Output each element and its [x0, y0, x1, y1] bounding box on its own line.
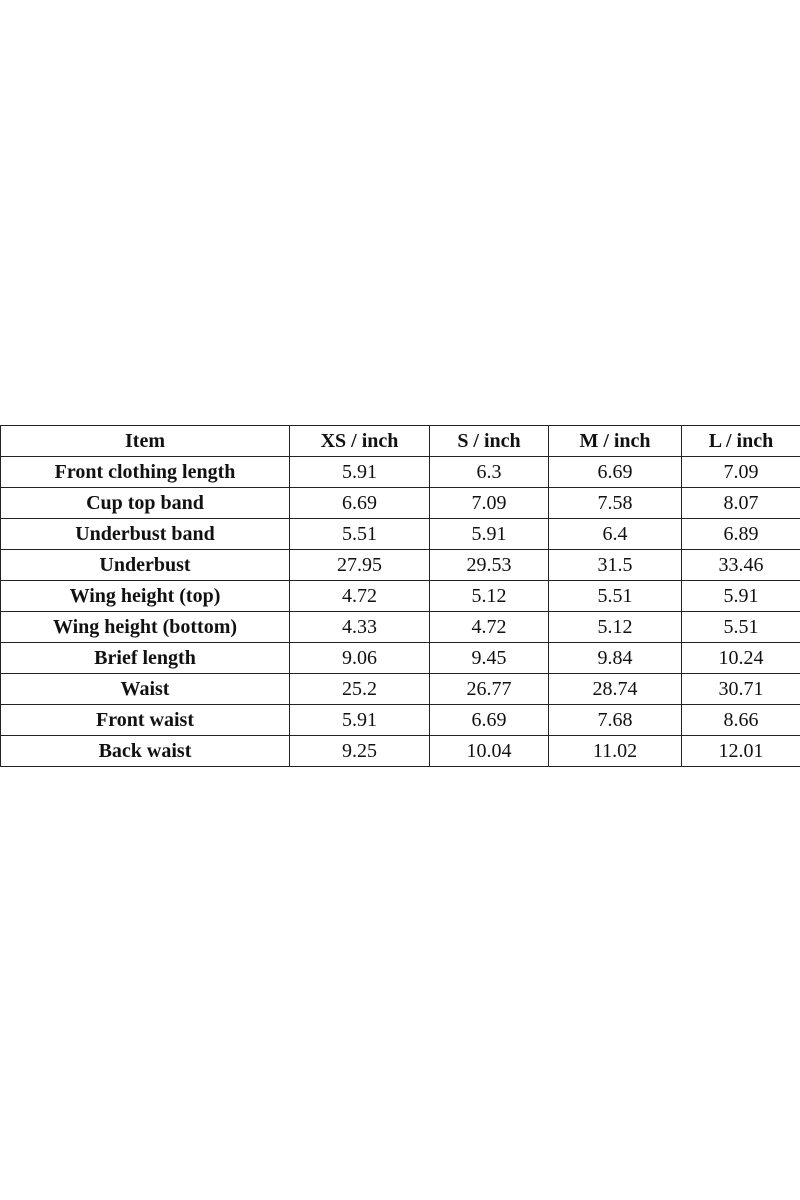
measurement-cell: 6.69: [429, 704, 549, 736]
measurement-cell: 4.72: [289, 580, 430, 612]
table-row: Underbust band 5.51 5.91 6.4 6.89: [0, 518, 800, 550]
measurement-cell: 8.07: [681, 487, 800, 519]
measurement-cell: 7.09: [681, 456, 800, 488]
measurement-cell: 30.71: [681, 673, 800, 705]
measurement-cell: 6.3: [429, 456, 549, 488]
measurement-cell: 5.91: [289, 456, 430, 488]
item-name-cell: Cup top band: [0, 487, 290, 519]
table-row: Brief length 9.06 9.45 9.84 10.24: [0, 642, 800, 674]
column-header: Item: [0, 425, 290, 457]
item-name-cell: Front clothing length: [0, 456, 290, 488]
measurement-cell: 6.4: [548, 518, 682, 550]
measurement-cell: 5.51: [681, 611, 800, 643]
table-row: Cup top band 6.69 7.09 7.58 8.07: [0, 487, 800, 519]
measurement-cell: 29.53: [429, 549, 549, 581]
measurement-cell: 4.33: [289, 611, 430, 643]
measurement-cell: 5.12: [429, 580, 549, 612]
column-header: M / inch: [548, 425, 682, 457]
item-name-cell: Front waist: [0, 704, 290, 736]
table-row: Waist 25.2 26.77 28.74 30.71: [0, 673, 800, 705]
measurement-cell: 25.2: [289, 673, 430, 705]
item-name-cell: Waist: [0, 673, 290, 705]
measurement-cell: 6.89: [681, 518, 800, 550]
column-header: XS / inch: [289, 425, 430, 457]
measurement-cell: 9.06: [289, 642, 430, 674]
measurement-cell: 26.77: [429, 673, 549, 705]
measurement-cell: 12.01: [681, 735, 800, 767]
table-row: Underbust 27.95 29.53 31.5 33.46: [0, 549, 800, 581]
table-row: Wing height (bottom) 4.33 4.72 5.12 5.51: [0, 611, 800, 643]
column-header: L / inch: [681, 425, 800, 457]
measurement-cell: 7.09: [429, 487, 549, 519]
measurement-cell: 4.72: [429, 611, 549, 643]
measurement-cell: 7.68: [548, 704, 682, 736]
item-name-cell: Brief length: [0, 642, 290, 674]
measurement-cell: 7.58: [548, 487, 682, 519]
table-row: Front clothing length 5.91 6.3 6.69 7.09: [0, 456, 800, 488]
measurement-cell: 10.04: [429, 735, 549, 767]
table-row: Front waist 5.91 6.69 7.68 8.66: [0, 704, 800, 736]
measurement-cell: 5.51: [548, 580, 682, 612]
measurement-cell: 8.66: [681, 704, 800, 736]
measurement-cell: 9.25: [289, 735, 430, 767]
measurement-cell: 9.45: [429, 642, 549, 674]
measurement-cell: 5.91: [289, 704, 430, 736]
measurement-cell: 33.46: [681, 549, 800, 581]
item-name-cell: Wing height (bottom): [0, 611, 290, 643]
table-row: Back waist 9.25 10.04 11.02 12.01: [0, 735, 800, 767]
measurement-cell: 11.02: [548, 735, 682, 767]
item-name-cell: Underbust: [0, 549, 290, 581]
item-name-cell: Underbust band: [0, 518, 290, 550]
measurement-cell: 28.74: [548, 673, 682, 705]
header-row: Item XS / inch S / inch M / inch L / inch: [0, 425, 800, 457]
measurement-cell: 9.84: [548, 642, 682, 674]
item-name-cell: Back waist: [0, 735, 290, 767]
measurement-cell: 5.51: [289, 518, 430, 550]
measurement-cell: 5.91: [429, 518, 549, 550]
measurement-cell: 6.69: [548, 456, 682, 488]
size-chart-table: Item XS / inch S / inch M / inch L / inch Fr…: [0, 425, 800, 767]
measurement-cell: 5.12: [548, 611, 682, 643]
column-header: S / inch: [429, 425, 549, 457]
table-row: Wing height (top) 4.72 5.12 5.51 5.91: [0, 580, 800, 612]
item-name-cell: Wing height (top): [0, 580, 290, 612]
measurement-cell: 6.69: [289, 487, 430, 519]
measurement-cell: 27.95: [289, 549, 430, 581]
measurement-cell: 5.91: [681, 580, 800, 612]
measurement-cell: 31.5: [548, 549, 682, 581]
measurement-cell: 10.24: [681, 642, 800, 674]
